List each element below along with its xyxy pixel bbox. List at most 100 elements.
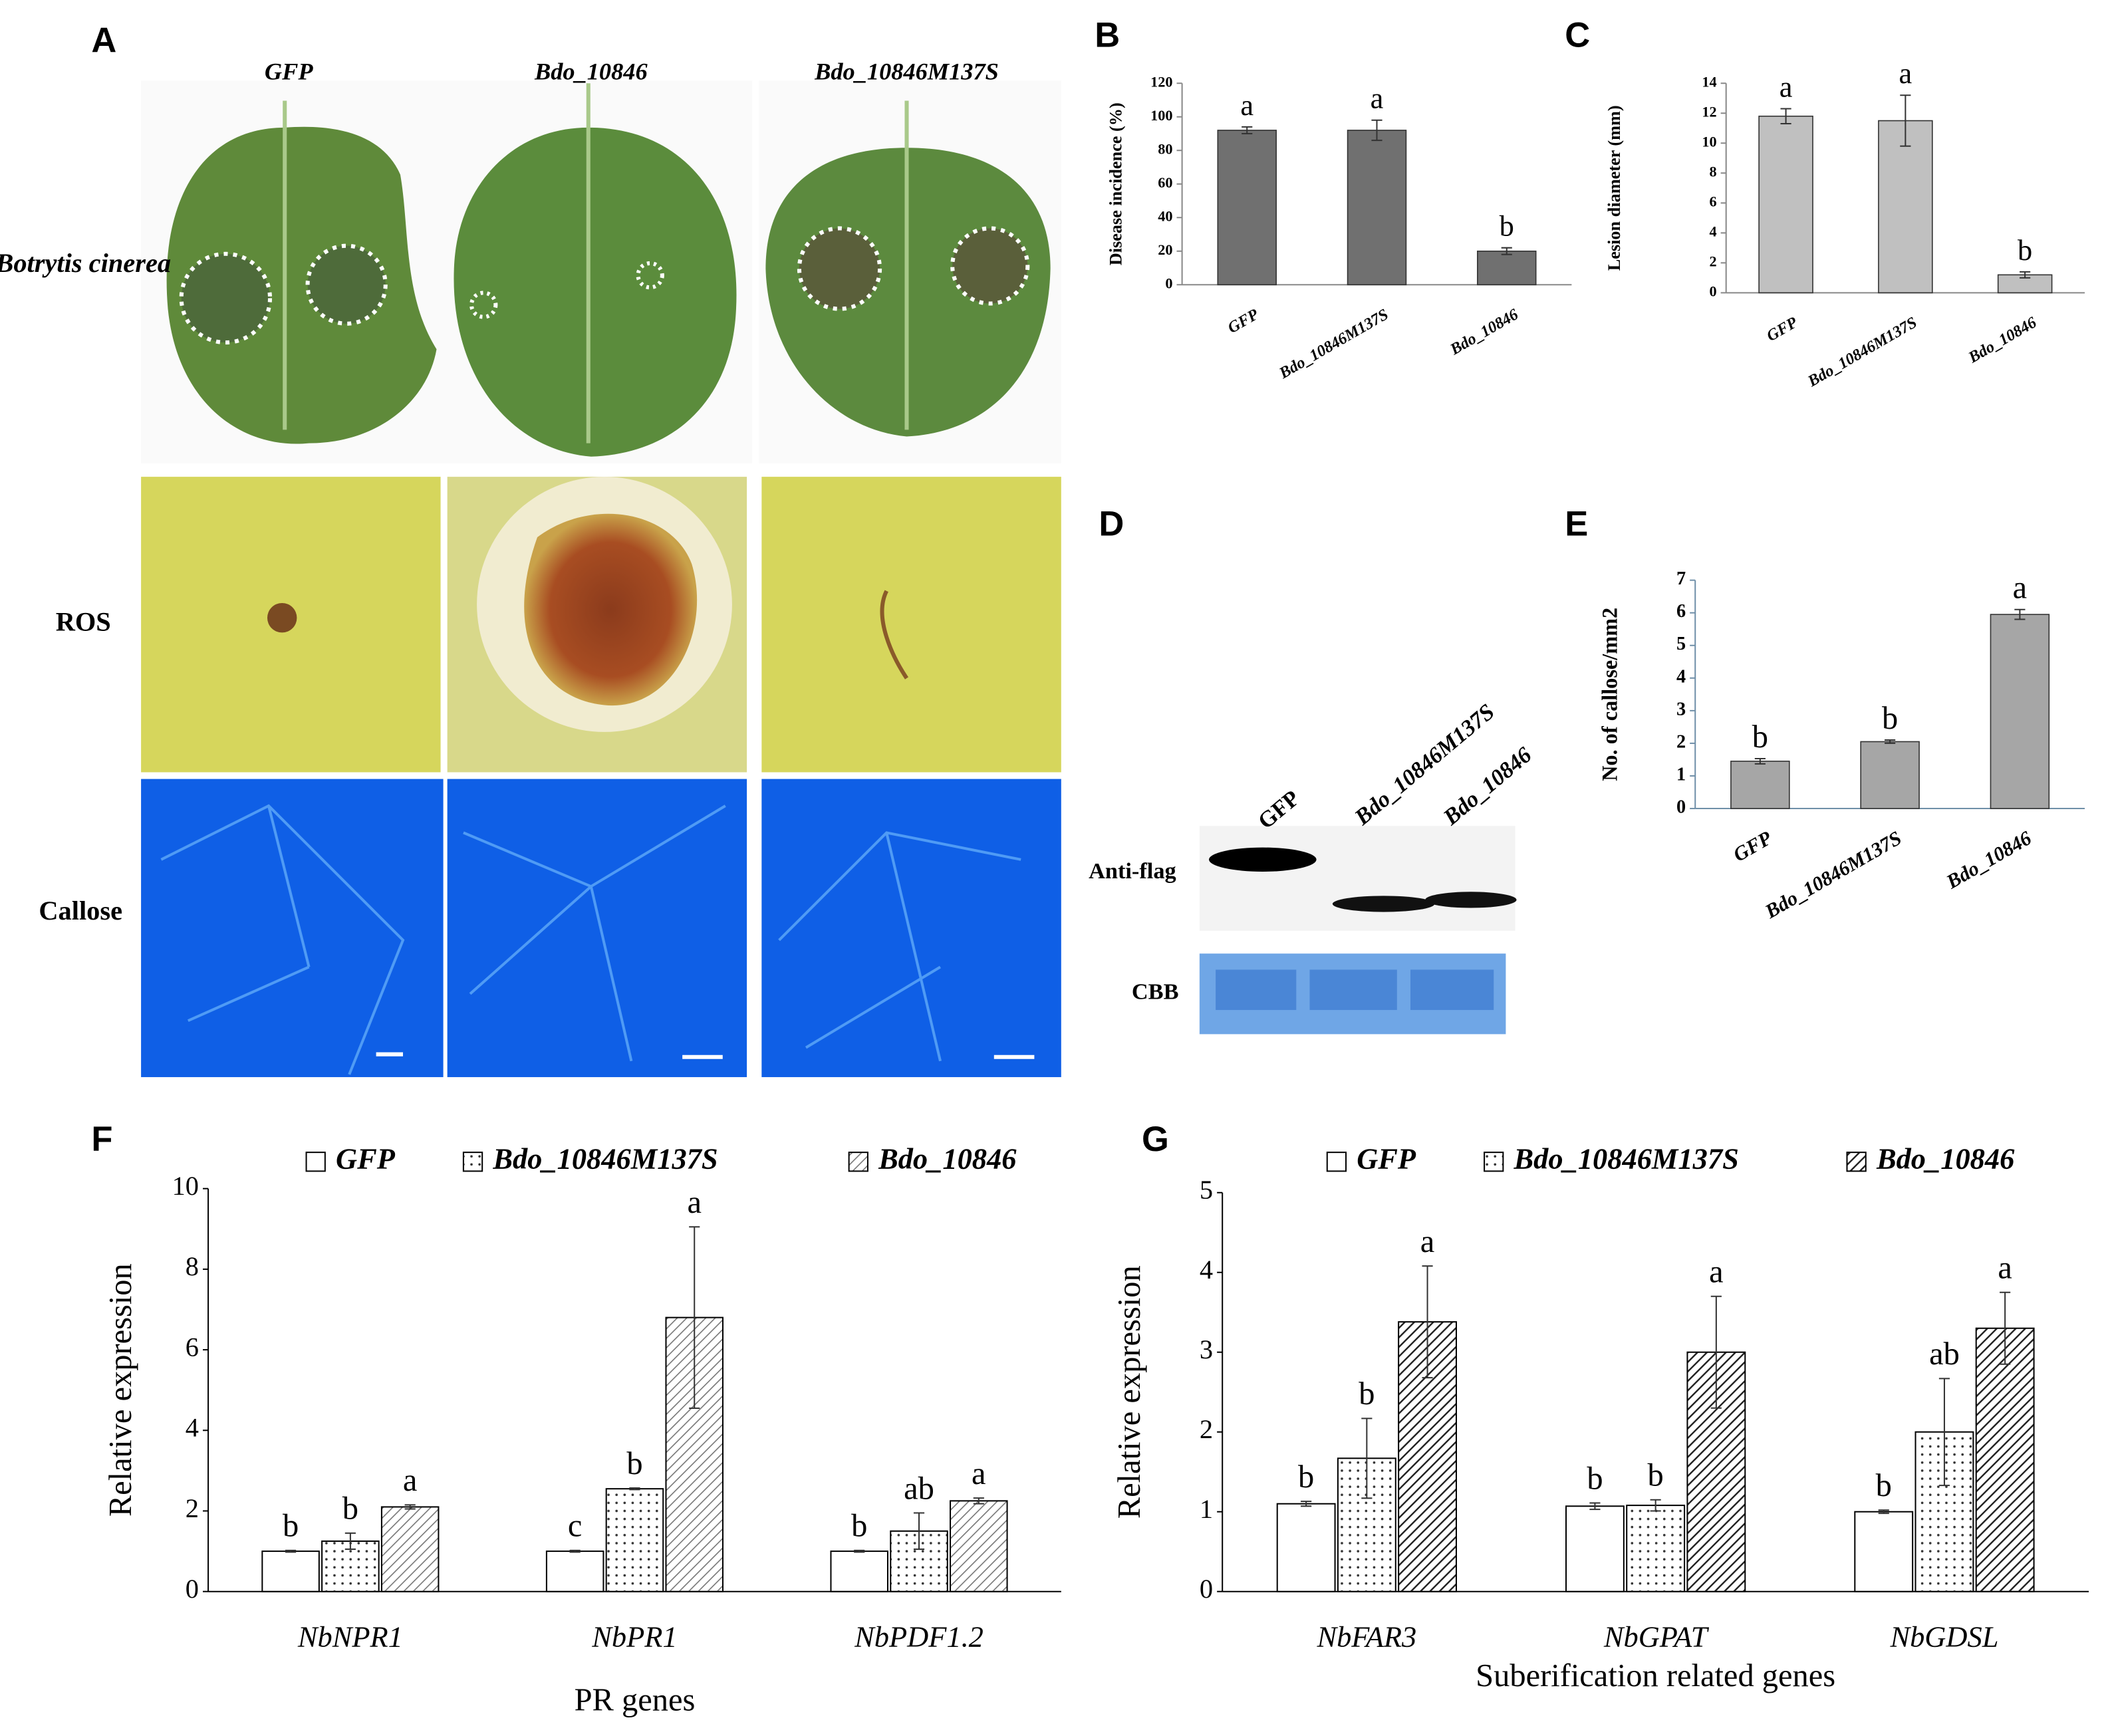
blot <box>1199 826 1515 931</box>
leaf <box>454 127 737 457</box>
x-tick-label: NbGDSL <box>1889 1620 1998 1654</box>
callose-photo <box>761 779 1061 1078</box>
significance-letter: b <box>1752 719 1768 755</box>
bar <box>1565 1505 1625 1592</box>
y-tick-label: 100 <box>1150 107 1172 124</box>
error-bar <box>1938 1378 1950 1487</box>
y-tick-label: 80 <box>1158 140 1172 157</box>
row-label: Anti-flag <box>1089 858 1176 884</box>
callose-photo <box>141 779 444 1078</box>
panel-letter: D <box>1099 505 1124 544</box>
significance-letter: b <box>1587 1461 1603 1496</box>
significance-letter: b <box>626 1446 642 1481</box>
x-tick-label: Bdo_10846 <box>1446 305 1521 359</box>
panel-letter: A <box>91 21 116 61</box>
y-tick-label: 4 <box>1709 223 1716 239</box>
significance-letter: c <box>568 1509 583 1544</box>
significance-letter: b <box>1500 209 1514 243</box>
bar <box>950 1500 1008 1592</box>
y-tick-label: 12 <box>1702 103 1716 120</box>
veins <box>463 805 726 1062</box>
error-bar <box>2000 1291 2011 1365</box>
error-bar <box>973 1497 984 1505</box>
x-tick-label: NbNPR1 <box>297 1620 403 1654</box>
x-tick-label: NbGPAT <box>1603 1620 1710 1654</box>
ros-photos <box>141 477 1061 773</box>
bar <box>830 1550 888 1592</box>
row-label: Callose <box>39 896 122 926</box>
bar <box>1217 130 1277 286</box>
significance-letter: b <box>342 1491 358 1527</box>
error-bar <box>1301 1501 1312 1507</box>
y-tick-label: 3 <box>1200 1334 1213 1364</box>
y-tick-label: 6 <box>1676 601 1686 622</box>
legend-label: Bdo_10846M137S <box>1514 1142 1739 1176</box>
y-tick-label: 0 <box>1676 797 1686 818</box>
y-axis-label: Disease incidence (%) <box>1107 102 1126 265</box>
y-tick-label: 120 <box>1150 73 1172 90</box>
bar <box>380 1506 440 1592</box>
band <box>1209 847 1317 872</box>
error-bar <box>854 1549 865 1553</box>
error-bar <box>2020 271 2031 279</box>
error-bar <box>1900 94 1911 147</box>
x-tick-label: NbPR1 <box>591 1620 677 1654</box>
error-bar <box>1710 1295 1722 1409</box>
y-tick-label: 6 <box>186 1332 199 1362</box>
significance-letter: b <box>1876 1468 1892 1503</box>
veins <box>160 804 405 1075</box>
x-tick-label: Bdo_10846 <box>1965 313 2040 367</box>
y-tick-label: 60 <box>1158 174 1172 191</box>
significance-letter: a <box>1709 1255 1724 1290</box>
y-tick-label: 5 <box>1200 1175 1213 1205</box>
legend-swatch <box>848 1152 868 1172</box>
x-axis-label: Suberification related genes <box>1476 1658 1835 1693</box>
lesion <box>305 243 388 326</box>
bar <box>1730 761 1790 809</box>
y-axis-label: Relative expression <box>1112 1265 1147 1519</box>
y-tick-label: 4 <box>186 1413 199 1443</box>
error-bar <box>1878 1509 1889 1515</box>
error-bar <box>913 1512 925 1550</box>
y-tick-label: 2 <box>1200 1414 1213 1444</box>
significance-letter: a <box>1779 70 1793 103</box>
significance-letter: b <box>1359 1376 1375 1412</box>
error-bar <box>404 1504 416 1510</box>
error-bar <box>1501 247 1512 255</box>
bar <box>1276 1503 1336 1592</box>
leaf-photos <box>141 80 1061 463</box>
x-axis-label: PR genes <box>575 1682 696 1717</box>
panel-letter: E <box>1565 505 1588 544</box>
column-label: GFP <box>265 58 314 84</box>
lesion <box>797 226 882 311</box>
y-tick-label: 7 <box>1676 568 1686 589</box>
significance-letter: b <box>1298 1459 1314 1495</box>
bar <box>1860 741 1920 809</box>
y-tick-label: 5 <box>1676 634 1686 654</box>
bar <box>545 1550 604 1592</box>
lesion <box>179 251 273 345</box>
x-tick-label: GFP <box>1764 313 1801 345</box>
error-bar <box>629 1487 640 1491</box>
y-tick-label: 1 <box>1200 1494 1213 1524</box>
panel-letter: F <box>91 1120 112 1159</box>
legend-swatch <box>1326 1152 1347 1172</box>
legend-label: Bdo_10846M137S <box>492 1142 718 1176</box>
y-tick-label: 10 <box>172 1171 199 1201</box>
y-tick-label: 0 <box>186 1574 199 1604</box>
error-bar <box>2014 608 2026 620</box>
error-bar <box>1422 1265 1433 1379</box>
ros-photo <box>761 477 1061 773</box>
significance-letter: a <box>687 1185 702 1220</box>
x-tick-label: Bdo_10846M137S <box>1804 313 1920 390</box>
column-label: Bdo_10846M137S <box>814 58 999 84</box>
significance-letter: ab <box>904 1471 934 1506</box>
callose-photo <box>447 779 747 1078</box>
error-bar <box>1589 1502 1601 1511</box>
panels: A GFP Bdo_10846 Bdo_10846M137S Botrytis … <box>0 15 2089 1717</box>
legend-label: GFP <box>1357 1142 1416 1176</box>
band <box>1332 896 1435 912</box>
significance-letter: a <box>972 1456 986 1491</box>
lesion <box>636 261 664 290</box>
